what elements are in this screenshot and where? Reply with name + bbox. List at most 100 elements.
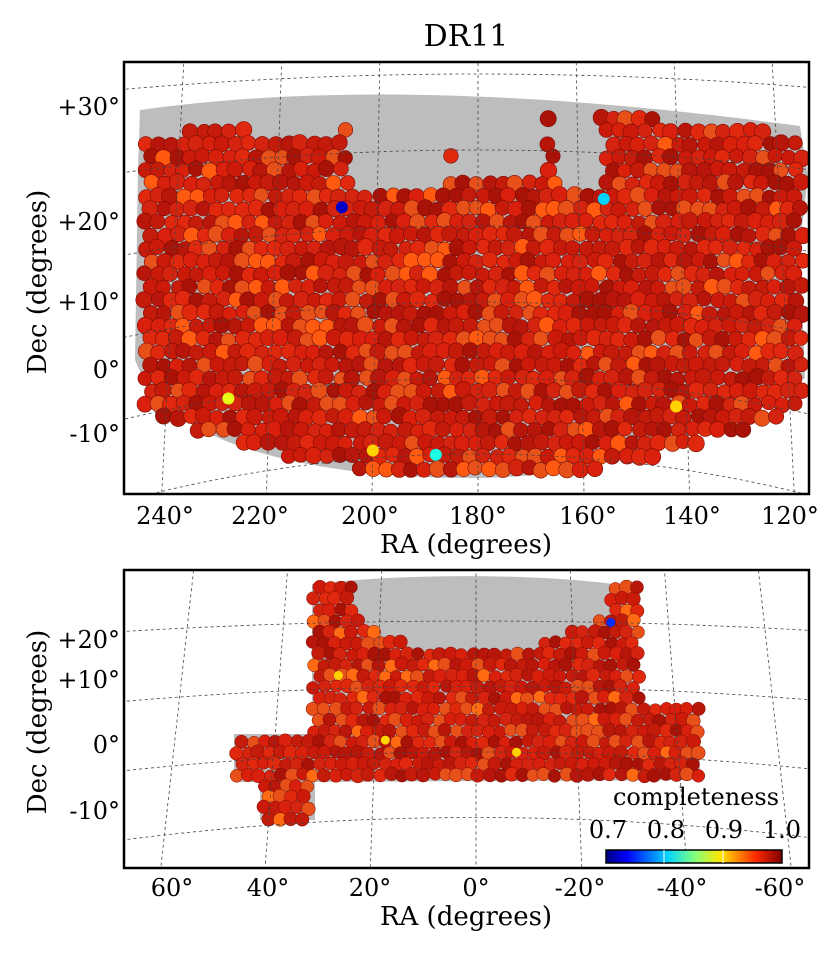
colorbar-gradient — [605, 849, 783, 864]
south-tile — [301, 801, 316, 817]
colorbar-tick: 0.9 — [705, 816, 743, 844]
north-tile — [753, 409, 771, 427]
north-tile — [696, 187, 713, 203]
north-tile — [136, 265, 152, 281]
south-tile — [432, 691, 446, 705]
south-parallel — [124, 751, 809, 772]
north-tile — [234, 356, 250, 372]
north-tile — [215, 264, 232, 281]
north-tile — [532, 330, 549, 347]
south-meridian — [264, 570, 288, 868]
north-tile — [494, 461, 512, 478]
north-tile — [404, 434, 420, 451]
north-tile — [351, 460, 368, 477]
south-tile — [290, 800, 304, 814]
north-tile — [696, 291, 712, 307]
north-tile — [687, 381, 705, 399]
south-tile — [351, 613, 365, 628]
south-tile — [296, 789, 311, 804]
south-tile — [311, 645, 327, 661]
north-parallel — [149, 453, 807, 494]
south-tile — [536, 767, 551, 781]
south-tile — [646, 768, 662, 783]
colorbar-tick: 0.8 — [647, 816, 685, 844]
north-tile — [245, 433, 263, 451]
north-tile — [403, 226, 419, 242]
north-tile — [247, 355, 265, 373]
north-tile — [271, 329, 290, 347]
north-tile — [707, 239, 724, 255]
north-tile — [311, 226, 328, 242]
north-tile — [539, 110, 557, 128]
south-tile — [415, 767, 431, 783]
north-tile — [481, 251, 498, 268]
north-tile — [772, 342, 790, 360]
north-tile — [460, 394, 478, 412]
north-tile — [137, 370, 153, 386]
south-tile — [349, 701, 364, 716]
north-tile — [687, 434, 705, 453]
south-tile — [632, 691, 646, 705]
south-xtick: 0° — [462, 874, 489, 902]
north-tile — [499, 395, 517, 412]
north-tile — [443, 148, 459, 164]
north-tile — [403, 462, 419, 478]
north-tile — [768, 408, 785, 425]
south-tile — [437, 722, 452, 737]
north-meridian — [673, 62, 690, 494]
north-parallel — [124, 301, 809, 338]
north-tile — [340, 175, 356, 191]
north-tile — [403, 329, 420, 346]
south-tile — [318, 679, 332, 693]
north-meridian — [266, 62, 283, 494]
north-tile — [344, 291, 361, 308]
north-meridian — [161, 62, 185, 494]
north-tile — [793, 356, 809, 373]
north-tile — [610, 381, 628, 399]
north-tile — [792, 330, 809, 346]
south-spot — [512, 747, 521, 757]
south-tile — [626, 613, 641, 627]
north-parallel — [124, 149, 809, 173]
south-tile — [470, 723, 485, 737]
north-tile — [259, 433, 277, 451]
south-tile — [691, 769, 706, 783]
south-meridian — [664, 570, 688, 868]
north-low-completeness-spots — [222, 192, 683, 461]
south-xtick: -40° — [657, 874, 708, 902]
north-tile — [304, 446, 322, 464]
north-tile — [794, 227, 809, 245]
north-tile — [356, 238, 375, 256]
colorbar: completeness 0.7 0.8 0.9 1.0 — [589, 783, 801, 864]
north-graticule — [124, 62, 809, 494]
north-tile — [376, 408, 393, 425]
south-tile — [602, 767, 617, 782]
north-tile — [688, 174, 705, 191]
north-tile — [293, 160, 310, 177]
north-tile — [272, 174, 289, 191]
south-xtick: -60° — [755, 874, 806, 902]
north-tile — [330, 421, 347, 438]
north-spot — [429, 448, 442, 461]
north-tile — [358, 395, 374, 411]
south-tile — [574, 689, 590, 705]
south-meridian — [569, 570, 583, 868]
north-tile — [533, 433, 551, 451]
south-tile — [394, 679, 408, 693]
south-tile — [459, 701, 474, 715]
north-tile — [616, 163, 632, 179]
north-parallel — [124, 225, 809, 256]
north-tile — [526, 290, 544, 308]
south-tile — [316, 768, 331, 783]
south-parallel — [124, 817, 809, 841]
north-ytick: -10° — [69, 420, 120, 448]
north-tile — [754, 123, 772, 141]
north-tile — [793, 382, 809, 399]
north-tile — [521, 408, 538, 425]
south-parallel — [124, 620, 809, 632]
north-tile — [735, 421, 752, 438]
north-tile — [727, 173, 744, 191]
panel-north: +30° +20° +10° 0° -10° 240° 220° 200° 18… — [23, 60, 819, 560]
north-tile — [785, 212, 802, 229]
